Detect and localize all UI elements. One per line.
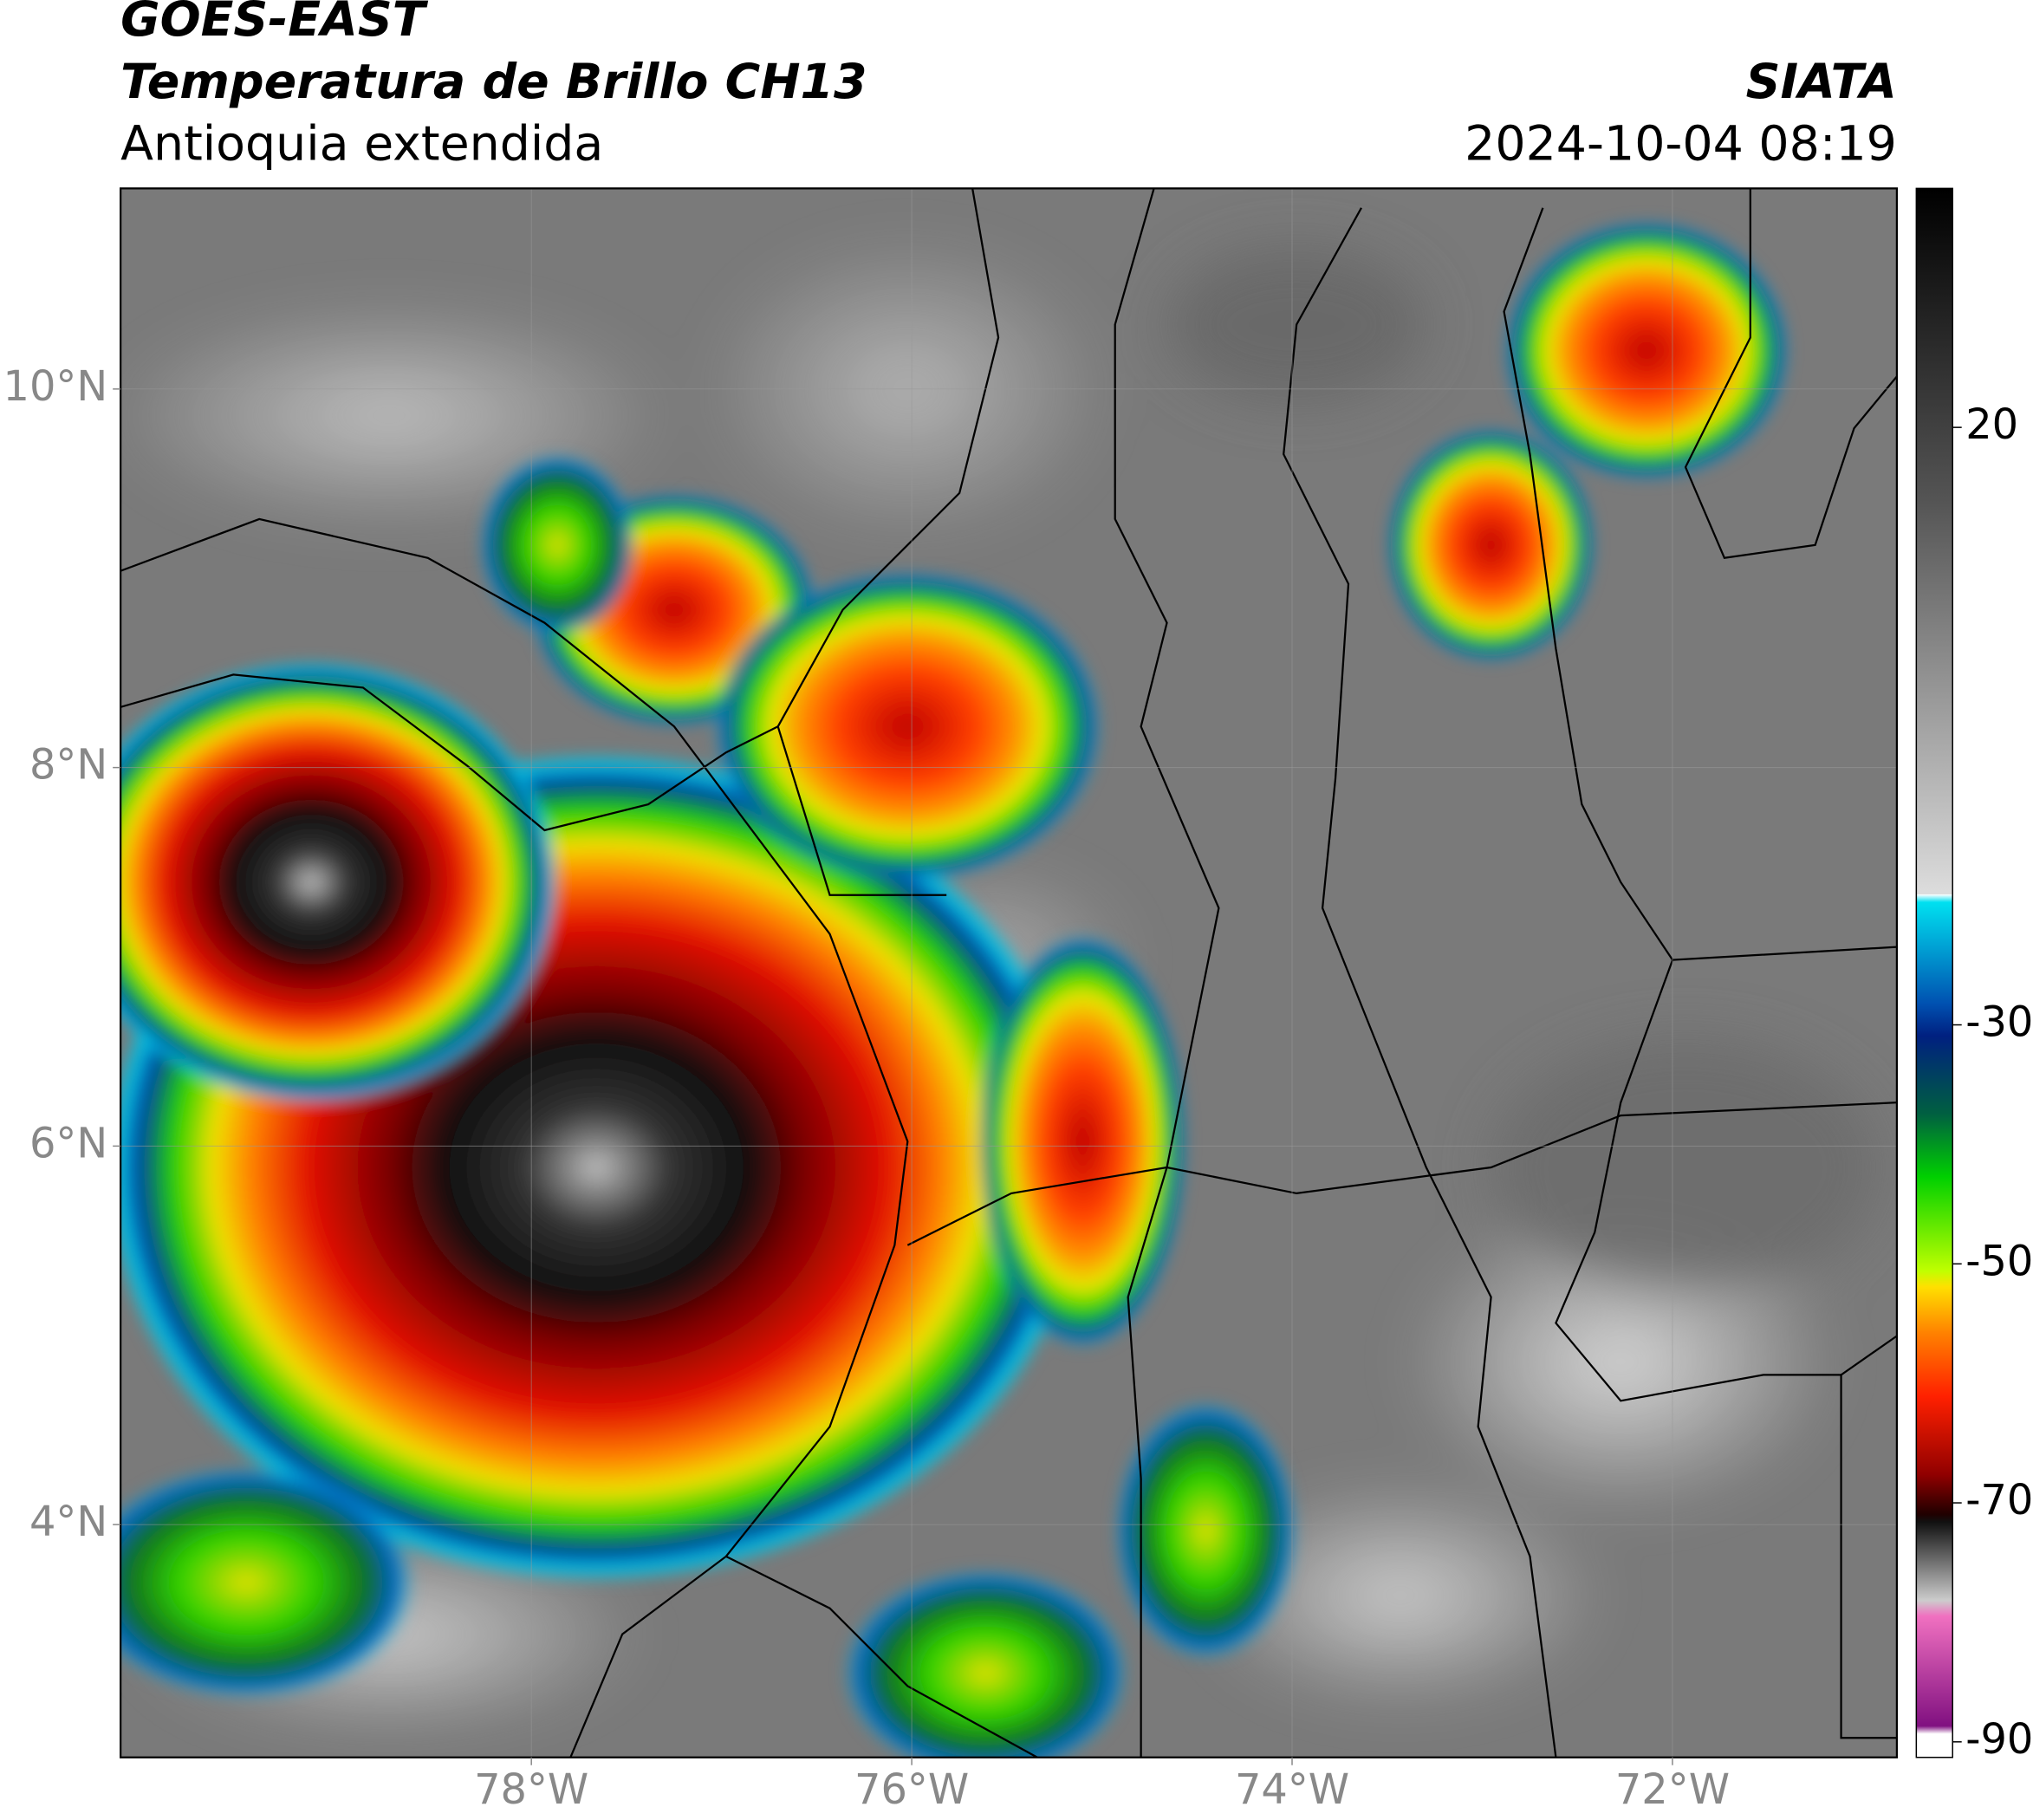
colorbar-tick-label: -50 bbox=[1965, 1238, 2033, 1285]
subtitle: Temperatura de Brillo CH13 bbox=[120, 55, 867, 110]
x-tick-label: 74°W bbox=[1235, 1766, 1349, 1814]
x-tick-label: 72°W bbox=[1615, 1766, 1730, 1814]
source: SIATA bbox=[1746, 55, 1897, 110]
y-tick-label: 10°N bbox=[3, 363, 108, 411]
colorbar bbox=[1915, 187, 1953, 1758]
x-tick-label: 78°W bbox=[474, 1766, 588, 1814]
y-tick-label: 8°N bbox=[29, 742, 107, 790]
colorbar-tick-label: -90 bbox=[1965, 1716, 2033, 1764]
colorbar-tick-label: 20 bbox=[1965, 401, 2018, 449]
colorbar-tick-label: -30 bbox=[1965, 999, 2033, 1047]
x-tick-label: 76°W bbox=[854, 1766, 969, 1814]
title: GOES-EAST bbox=[120, 0, 429, 48]
colorbar-tick-label: -70 bbox=[1965, 1477, 2033, 1524]
borders bbox=[120, 188, 1897, 1758]
map bbox=[120, 188, 1897, 1758]
y-tick-label: 6°N bbox=[29, 1120, 107, 1167]
grid bbox=[120, 188, 1897, 1758]
region: Antioquia extendida bbox=[120, 117, 603, 172]
storms bbox=[120, 220, 1789, 1758]
y-tick-label: 4°N bbox=[29, 1498, 107, 1546]
map-frame bbox=[120, 187, 1899, 1758]
datetime: 2024-10-04 08:19 bbox=[1465, 117, 1897, 172]
